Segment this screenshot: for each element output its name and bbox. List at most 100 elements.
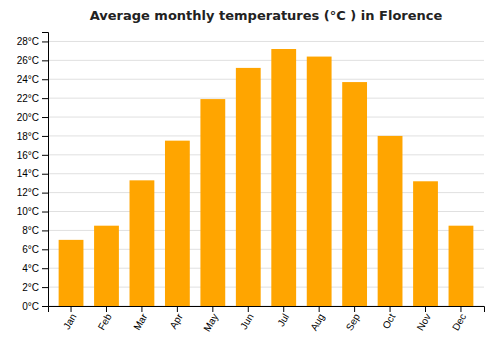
y-tick: 16°C [17, 150, 48, 161]
x-tick-label: Nov [414, 312, 432, 333]
chart-svg: 0°C 2°C 4°C 6°C 8°C 10°C 12°C 14°C 16°C 18°C 20°C 2… [0, 0, 500, 350]
bars [59, 49, 474, 306]
x-tick: Mar [131, 306, 149, 332]
y-tick-label: 18°C [17, 131, 39, 142]
grid [48, 41, 484, 306]
x-tick-label: Dec [450, 312, 468, 333]
plot: 0°C 2°C 4°C 6°C 8°C 10°C 12°C 14°C 16°C 18°C 20°C 2… [17, 33, 485, 334]
x-tick-mark [141, 306, 142, 312]
x-tick: Jul [275, 306, 291, 328]
bar [94, 226, 119, 306]
x-tick-label: Aug [308, 312, 326, 333]
bar [449, 226, 474, 306]
x-tick: Apr [167, 306, 185, 331]
x-tick-mark [319, 306, 320, 312]
bar [236, 68, 261, 306]
x-tick: Jan [61, 306, 79, 331]
y-tick: 0°C [22, 301, 48, 312]
y-tick-label: 26°C [17, 55, 39, 66]
y-tick-mark [42, 41, 48, 42]
grid-line [48, 60, 484, 61]
grid-line [48, 135, 484, 136]
bar [165, 141, 190, 306]
x-tick: Feb [96, 306, 114, 332]
x-tick-label: Oct [380, 312, 397, 331]
grid-line [48, 173, 484, 174]
y-tick-mark [42, 249, 48, 250]
y-tick: 18°C [17, 131, 48, 142]
y-tick: 4°C [22, 263, 48, 274]
bar [271, 49, 296, 306]
y-tick: 10°C [17, 206, 48, 217]
x-tick-mark [212, 306, 213, 312]
y-tick-label: 14°C [17, 168, 39, 179]
y-tick-mark [42, 306, 48, 307]
x-tick-mark [248, 306, 249, 312]
y-tick-mark [42, 268, 48, 269]
y-axis-line [42, 33, 49, 307]
y-tick-label: 22°C [17, 93, 39, 104]
x-tick-mark [425, 306, 426, 312]
y-tick-mark [42, 98, 48, 99]
x-tick-label: Feb [96, 311, 114, 332]
bar [130, 180, 155, 306]
bar [342, 82, 367, 306]
x-tick: Jun [238, 306, 256, 331]
grid-line [48, 79, 484, 80]
x-tick-label: Apr [167, 311, 185, 331]
chart-container: 0°C 2°C 4°C 6°C 8°C 10°C 12°C 14°C 16°C 18°C 20°C 2… [0, 0, 500, 350]
y-tick-label: 4°C [22, 263, 39, 274]
x-tick: Nov [414, 306, 432, 333]
x-tick: Sep [344, 306, 363, 333]
y-tick-mark [42, 117, 48, 118]
y-axis: 0°C 2°C 4°C 6°C 8°C 10°C 12°C 14°C 16°C 18°C 20°C 2… [17, 33, 49, 312]
x-tick-label: Sep [344, 311, 363, 332]
y-tick: 14°C [17, 168, 48, 179]
x-axis: Jan Feb Mar Apr May Jun Jul Aug Sep Oct Nov Dec [49, 306, 485, 334]
x-tick-mark [106, 306, 107, 312]
x-tick: May [201, 306, 220, 334]
y-tick-label: 12°C [17, 187, 39, 198]
x-tick-mark [460, 306, 461, 312]
y-tick-mark [42, 212, 48, 213]
x-tick-label: Mar [131, 311, 149, 332]
y-tick-mark [42, 287, 48, 288]
x-tick: Oct [380, 306, 397, 331]
x-tick-mark [390, 306, 391, 312]
y-tick-mark [42, 79, 48, 80]
y-tick-mark [42, 174, 48, 175]
x-tick: Aug [308, 306, 326, 333]
grid-line [48, 154, 484, 155]
y-tick: 22°C [17, 93, 48, 104]
y-tick: 6°C [22, 244, 48, 255]
title: Average monthly temperatures (°C ) in Fl… [90, 8, 443, 23]
y-tick: 8°C [22, 225, 48, 236]
x-tick: Dec [450, 306, 468, 333]
y-tick-mark [42, 193, 48, 194]
grid-line [48, 117, 484, 118]
bar [378, 136, 403, 306]
x-axis-line [49, 307, 485, 313]
x-tick-mark [354, 306, 355, 312]
y-tick-label: 20°C [17, 112, 39, 123]
y-tick: 12°C [17, 187, 48, 198]
x-tick-mark [177, 306, 178, 312]
x-tick-label: May [201, 312, 220, 334]
x-tick-label: Jun [238, 312, 256, 331]
y-tick-mark [42, 60, 48, 61]
y-tick: 26°C [17, 55, 48, 66]
grid-line [48, 98, 484, 99]
y-tick-label: 28°C [17, 36, 39, 47]
bar [307, 57, 332, 306]
y-tick-mark [42, 155, 48, 156]
x-tick-mark [71, 306, 72, 312]
y-tick-label: 10°C [17, 206, 39, 217]
bar [200, 99, 225, 306]
x-tick-label: Jul [275, 312, 291, 329]
y-tick: 2°C [22, 282, 48, 293]
y-tick-label: 0°C [22, 301, 39, 312]
y-tick: 20°C [17, 112, 48, 123]
y-tick: 28°C [17, 36, 48, 47]
y-tick-label: 8°C [22, 225, 39, 236]
bar [413, 181, 438, 306]
